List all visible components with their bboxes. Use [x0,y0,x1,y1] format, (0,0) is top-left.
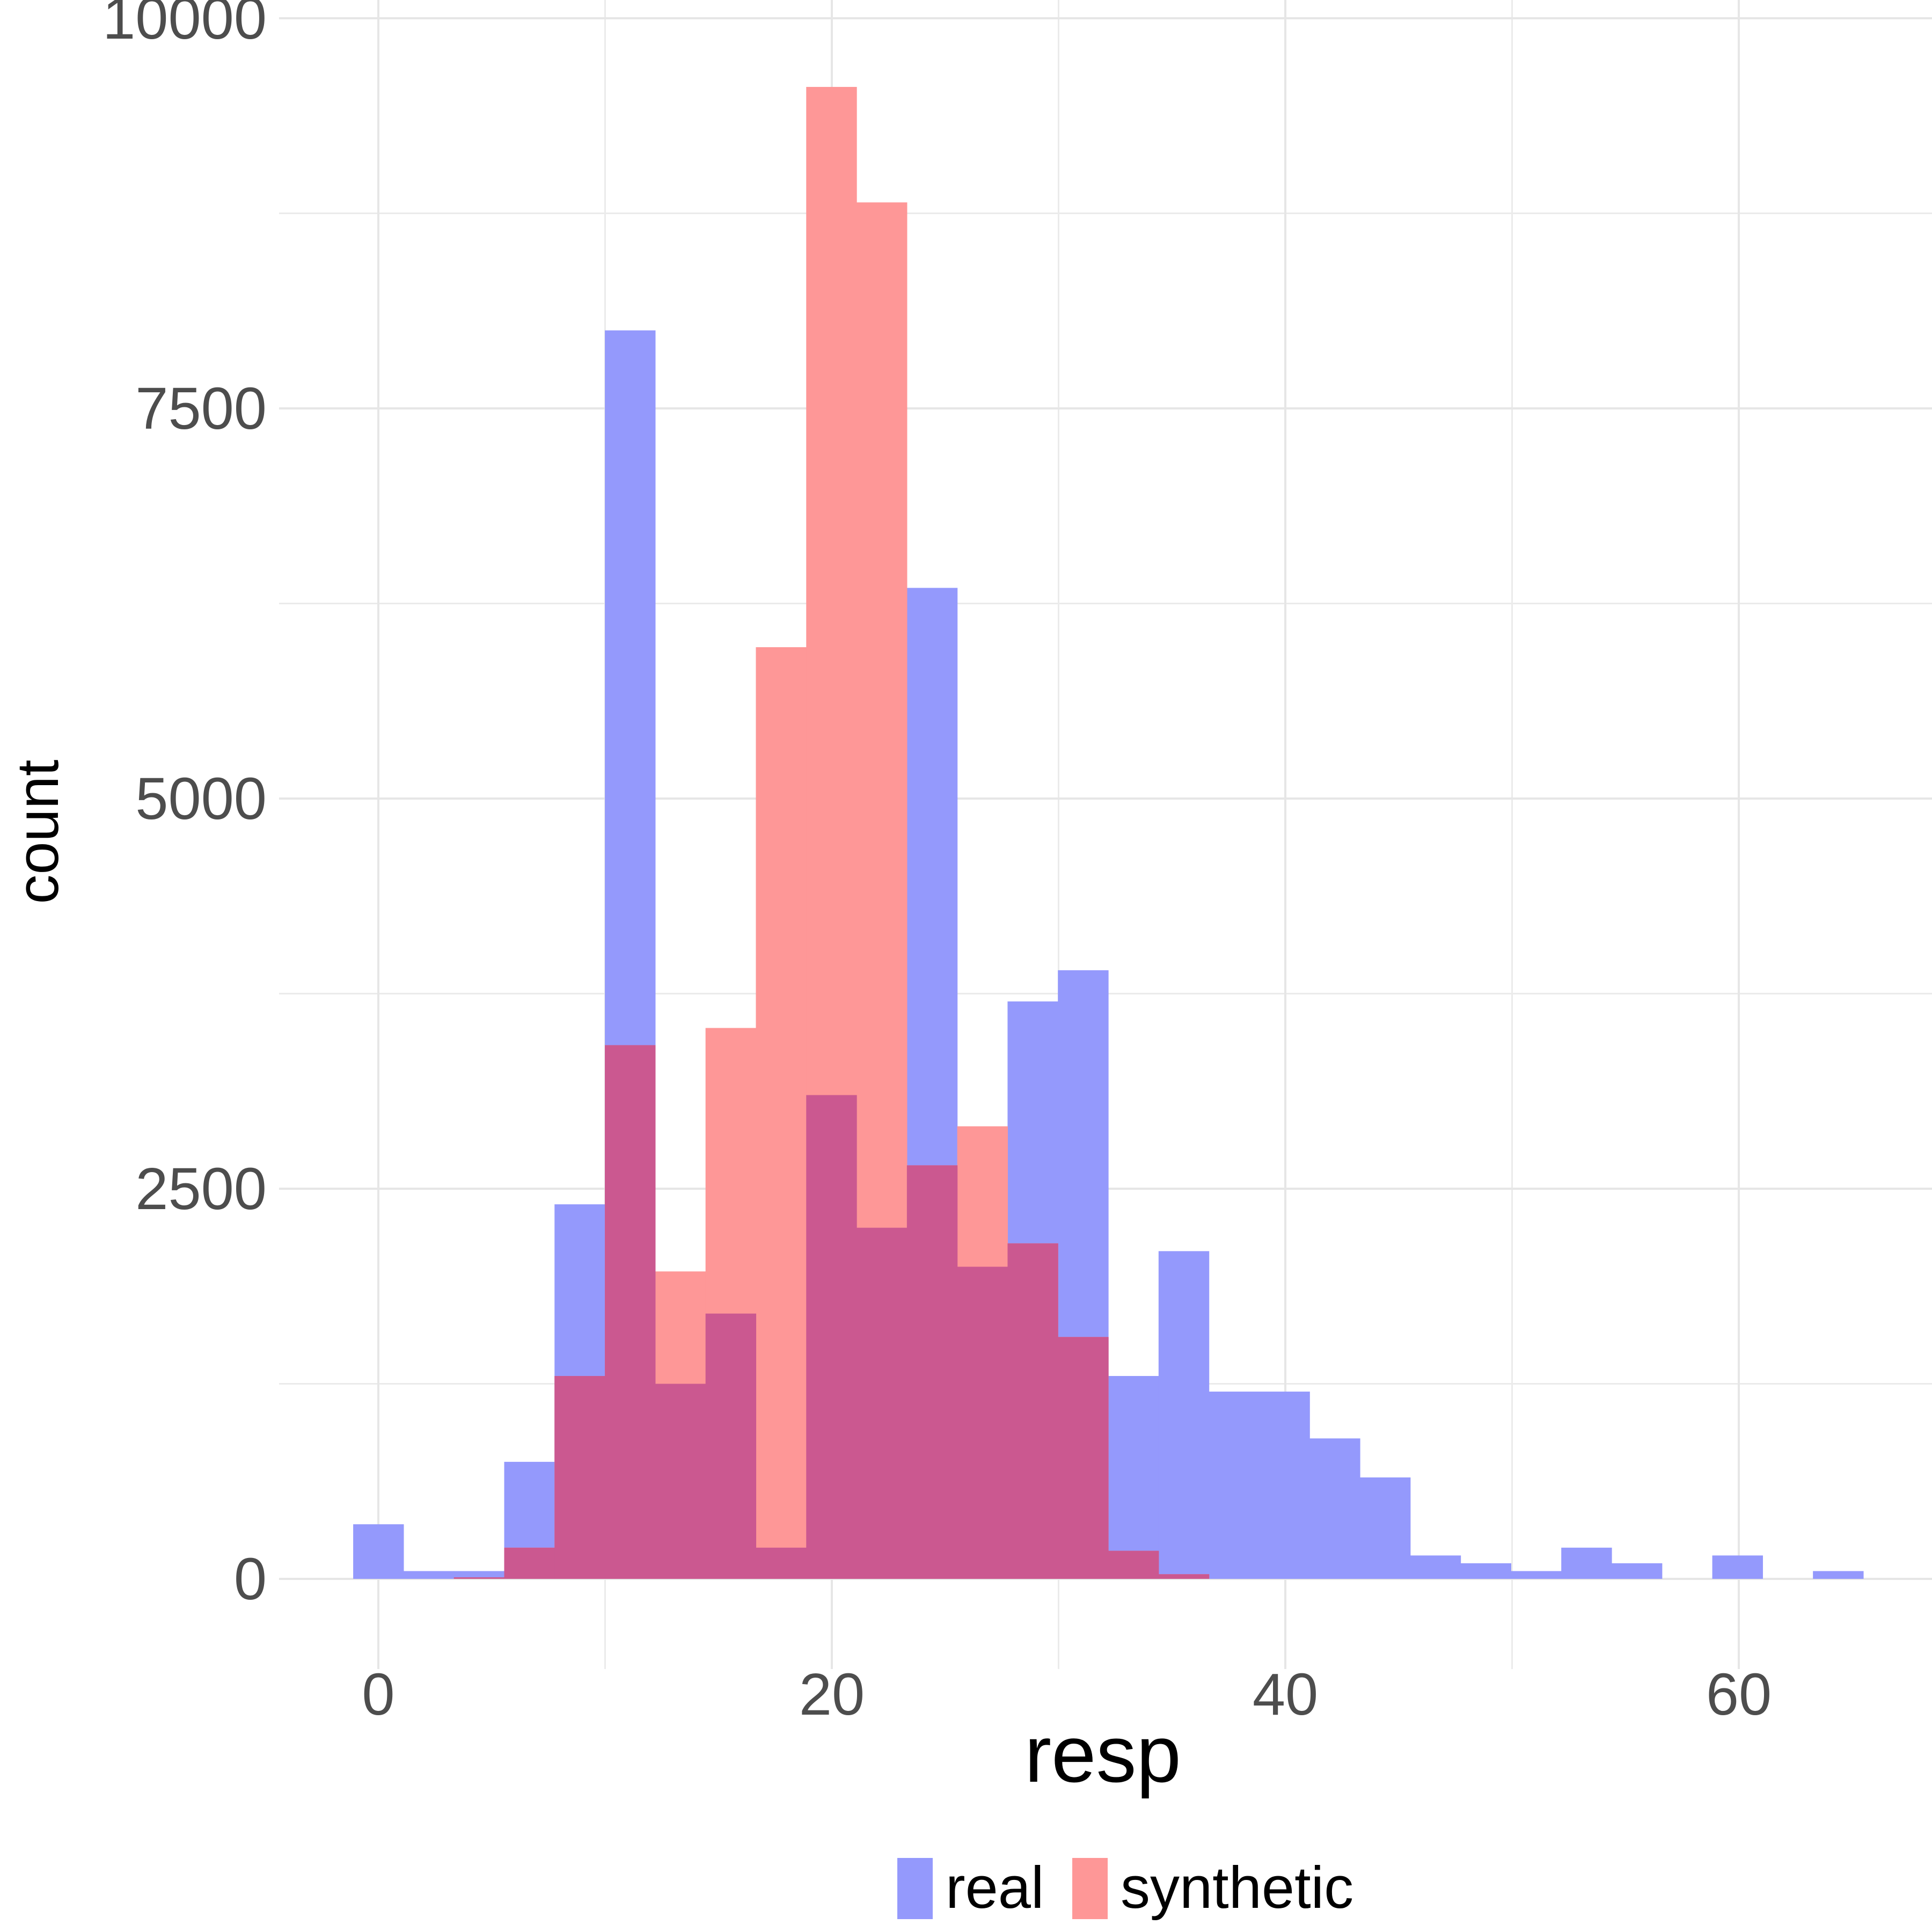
bar-overlap [453,1577,505,1579]
y-tick-label: 5000 [135,766,267,832]
y-tick-label: 0 [234,1546,267,1612]
bar-real [453,1571,505,1579]
y-tick-label: 10000 [103,0,267,52]
bar-overlap [1108,1550,1159,1579]
bar-real [1158,1251,1210,1579]
bar-overlap [655,1384,706,1579]
x-tick-label: 20 [799,1662,865,1728]
y-axis-title: count [5,759,71,904]
bar-overlap [857,1227,908,1579]
bar-real [1460,1563,1511,1579]
bar-overlap [1058,1337,1109,1579]
y-tick-label: 2500 [135,1156,267,1222]
bar-real [1410,1555,1461,1579]
bar-real [1209,1392,1260,1579]
bar-overlap [957,1267,1008,1579]
bar-real [1712,1555,1763,1579]
bar-real [1511,1571,1562,1579]
bar-real [1360,1477,1411,1579]
bar-overlap [605,1045,656,1579]
bar-overlap [554,1375,605,1579]
bar-real [1259,1392,1310,1579]
bar-real [1108,1375,1159,1579]
legend-label-synthetic: synthetic [1121,1855,1353,1921]
bar-overlap [1158,1574,1210,1579]
x-axis-title: resp [1024,1709,1181,1799]
bar-real [1611,1563,1663,1579]
bar-real [1309,1438,1360,1579]
bar-real [353,1524,404,1579]
bar-real [1561,1547,1612,1579]
bar-overlap [806,1095,857,1579]
bar-real [1813,1571,1864,1579]
x-axis-ticks: 0 20 40 60 [362,1662,1772,1728]
bar-overlap [756,1547,807,1579]
legend-swatch-synthetic [1072,1858,1108,1919]
bar-overlap [1007,1243,1058,1579]
bar-overlap [504,1547,555,1579]
legend: real synthetic [897,1855,1353,1921]
bar-overlap [705,1313,757,1579]
x-tick-label: 60 [1706,1662,1772,1728]
legend-swatch-real [897,1858,933,1919]
y-axis-ticks: 0 2500 5000 7500 10000 [103,0,267,1612]
bar-real [403,1571,455,1579]
legend-label-real: real [946,1855,1044,1921]
y-tick-label: 7500 [135,376,267,442]
x-tick-label: 40 [1253,1662,1318,1728]
x-tick-label: 0 [362,1662,394,1728]
series-overlap [453,1045,1210,1579]
bar-overlap [906,1165,958,1579]
bar-synthetic [756,647,807,1579]
